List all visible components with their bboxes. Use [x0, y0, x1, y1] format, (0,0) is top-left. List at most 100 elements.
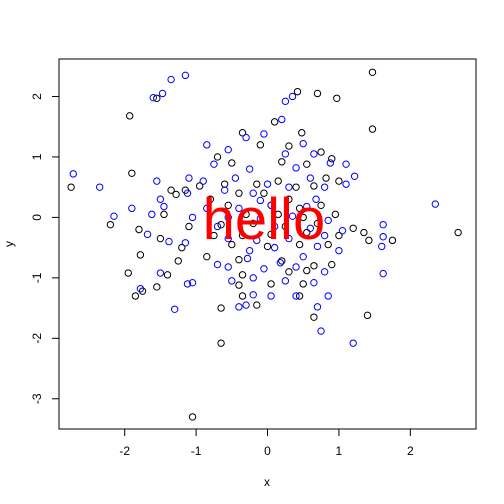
- point-blue: [303, 202, 311, 211]
- x-tick-label: 1: [336, 444, 343, 458]
- point-blue: [249, 291, 257, 299]
- point-blue: [267, 292, 275, 300]
- point-blue: [136, 285, 145, 293]
- point-blue: [310, 150, 318, 158]
- point-blue: [185, 174, 193, 182]
- point-blue: [156, 269, 165, 277]
- point-black: [163, 271, 172, 279]
- point-blue: [292, 292, 300, 300]
- point-blue: [317, 327, 325, 335]
- point-black: [328, 155, 336, 163]
- point-blue: [203, 141, 211, 149]
- y-axis-title: y: [2, 241, 16, 247]
- point-black: [217, 339, 225, 347]
- point-blue: [165, 237, 173, 246]
- point-black: [303, 266, 311, 275]
- point-black: [310, 182, 318, 190]
- point-black: [238, 292, 247, 300]
- x-tick-label: 2: [407, 444, 414, 458]
- point-black: [156, 234, 165, 243]
- point-blue: [270, 243, 279, 252]
- point-blue: [256, 214, 265, 223]
- point-blue: [167, 75, 175, 84]
- point-blue: [281, 97, 290, 106]
- x-tick-label: 0: [264, 444, 271, 458]
- point-blue: [213, 260, 222, 269]
- point-blue: [188, 278, 197, 287]
- point-blue: [213, 222, 222, 231]
- point-blue: [183, 280, 192, 288]
- point-blue: [281, 277, 290, 285]
- point-black: [167, 186, 175, 194]
- point-black: [368, 68, 377, 77]
- point-blue: [379, 233, 387, 241]
- point-blue: [224, 263, 232, 271]
- point-black: [135, 225, 143, 234]
- point-blue: [281, 150, 290, 158]
- point-blue: [249, 274, 257, 282]
- point-blue: [288, 212, 297, 220]
- point-black: [238, 129, 247, 137]
- point-black: [317, 148, 325, 156]
- point-black: [298, 129, 306, 137]
- point-black: [238, 271, 247, 279]
- point-black: [174, 257, 182, 265]
- point-black: [217, 220, 225, 229]
- point-black: [242, 210, 250, 219]
- point-black: [292, 183, 300, 191]
- point-blue: [299, 252, 307, 261]
- point-blue: [306, 174, 315, 182]
- point-black: [331, 210, 340, 219]
- point-blue: [188, 213, 197, 222]
- point-blue: [263, 180, 272, 188]
- point-black: [360, 228, 368, 237]
- point-black: [256, 141, 265, 149]
- point-black: [267, 230, 275, 239]
- y-tick-label: -1: [30, 272, 44, 283]
- point-black: [313, 89, 322, 98]
- point-blue: [210, 160, 218, 168]
- point-black: [293, 87, 302, 96]
- point-black: [313, 219, 322, 228]
- point-blue: [310, 278, 318, 287]
- point-blue: [350, 172, 359, 180]
- point-black: [285, 195, 293, 203]
- point-blue: [292, 164, 300, 172]
- point-black: [328, 260, 336, 269]
- point-black: [303, 160, 311, 168]
- point-blue: [235, 303, 243, 311]
- point-blue: [253, 236, 261, 245]
- point-blue: [235, 204, 243, 213]
- point-black: [267, 280, 275, 288]
- point-black: [153, 283, 161, 291]
- point-blue: [260, 265, 268, 273]
- point-blue: [324, 216, 332, 225]
- y-tick-label: 2: [30, 93, 44, 100]
- x-tick-label: -1: [191, 444, 202, 458]
- point-blue: [270, 222, 279, 231]
- point-blue: [231, 174, 240, 182]
- point-blue: [143, 230, 152, 239]
- point-black: [274, 177, 282, 185]
- point-blue: [326, 159, 335, 167]
- point-black: [124, 269, 132, 277]
- point-blue: [276, 259, 285, 267]
- point-black: [278, 257, 286, 265]
- point-black: [206, 195, 215, 203]
- point-blue: [148, 210, 156, 219]
- point-black: [333, 94, 341, 102]
- point-black: [131, 292, 140, 300]
- point-blue: [128, 204, 136, 213]
- point-black: [365, 236, 373, 245]
- point-blue: [243, 254, 252, 263]
- point-blue: [181, 239, 190, 247]
- point-blue: [69, 170, 77, 178]
- point-black: [195, 182, 204, 190]
- point-blue: [338, 226, 347, 235]
- point-blue: [306, 224, 315, 232]
- point-blue: [256, 196, 265, 205]
- point-black: [203, 252, 211, 261]
- point-blue: [245, 165, 254, 173]
- point-blue: [378, 242, 386, 251]
- point-black: [160, 210, 168, 219]
